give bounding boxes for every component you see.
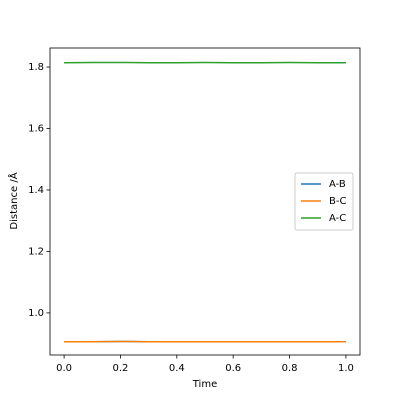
x-tick-label: 1.0	[338, 363, 354, 374]
x-tick-label: 0.4	[169, 363, 185, 374]
legend-label: A-B	[329, 179, 346, 190]
y-tick-label: 1.8	[28, 62, 44, 73]
x-tick-label: 0.2	[113, 363, 129, 374]
y-tick-label: 1.6	[28, 124, 44, 135]
legend-label: A-C	[329, 213, 346, 224]
legend-label: B-C	[329, 196, 346, 207]
x-tick-label: 0.8	[282, 363, 298, 374]
x-tick-label: 0.0	[56, 363, 72, 374]
x-tick-label: 0.6	[225, 363, 241, 374]
y-tick-label: 1.0	[28, 308, 44, 319]
x-axis-label: Time	[192, 379, 217, 390]
y-tick-label: 1.4	[28, 185, 44, 196]
y-axis-label: Distance /Å	[7, 172, 20, 229]
y-tick-label: 1.2	[28, 246, 44, 257]
